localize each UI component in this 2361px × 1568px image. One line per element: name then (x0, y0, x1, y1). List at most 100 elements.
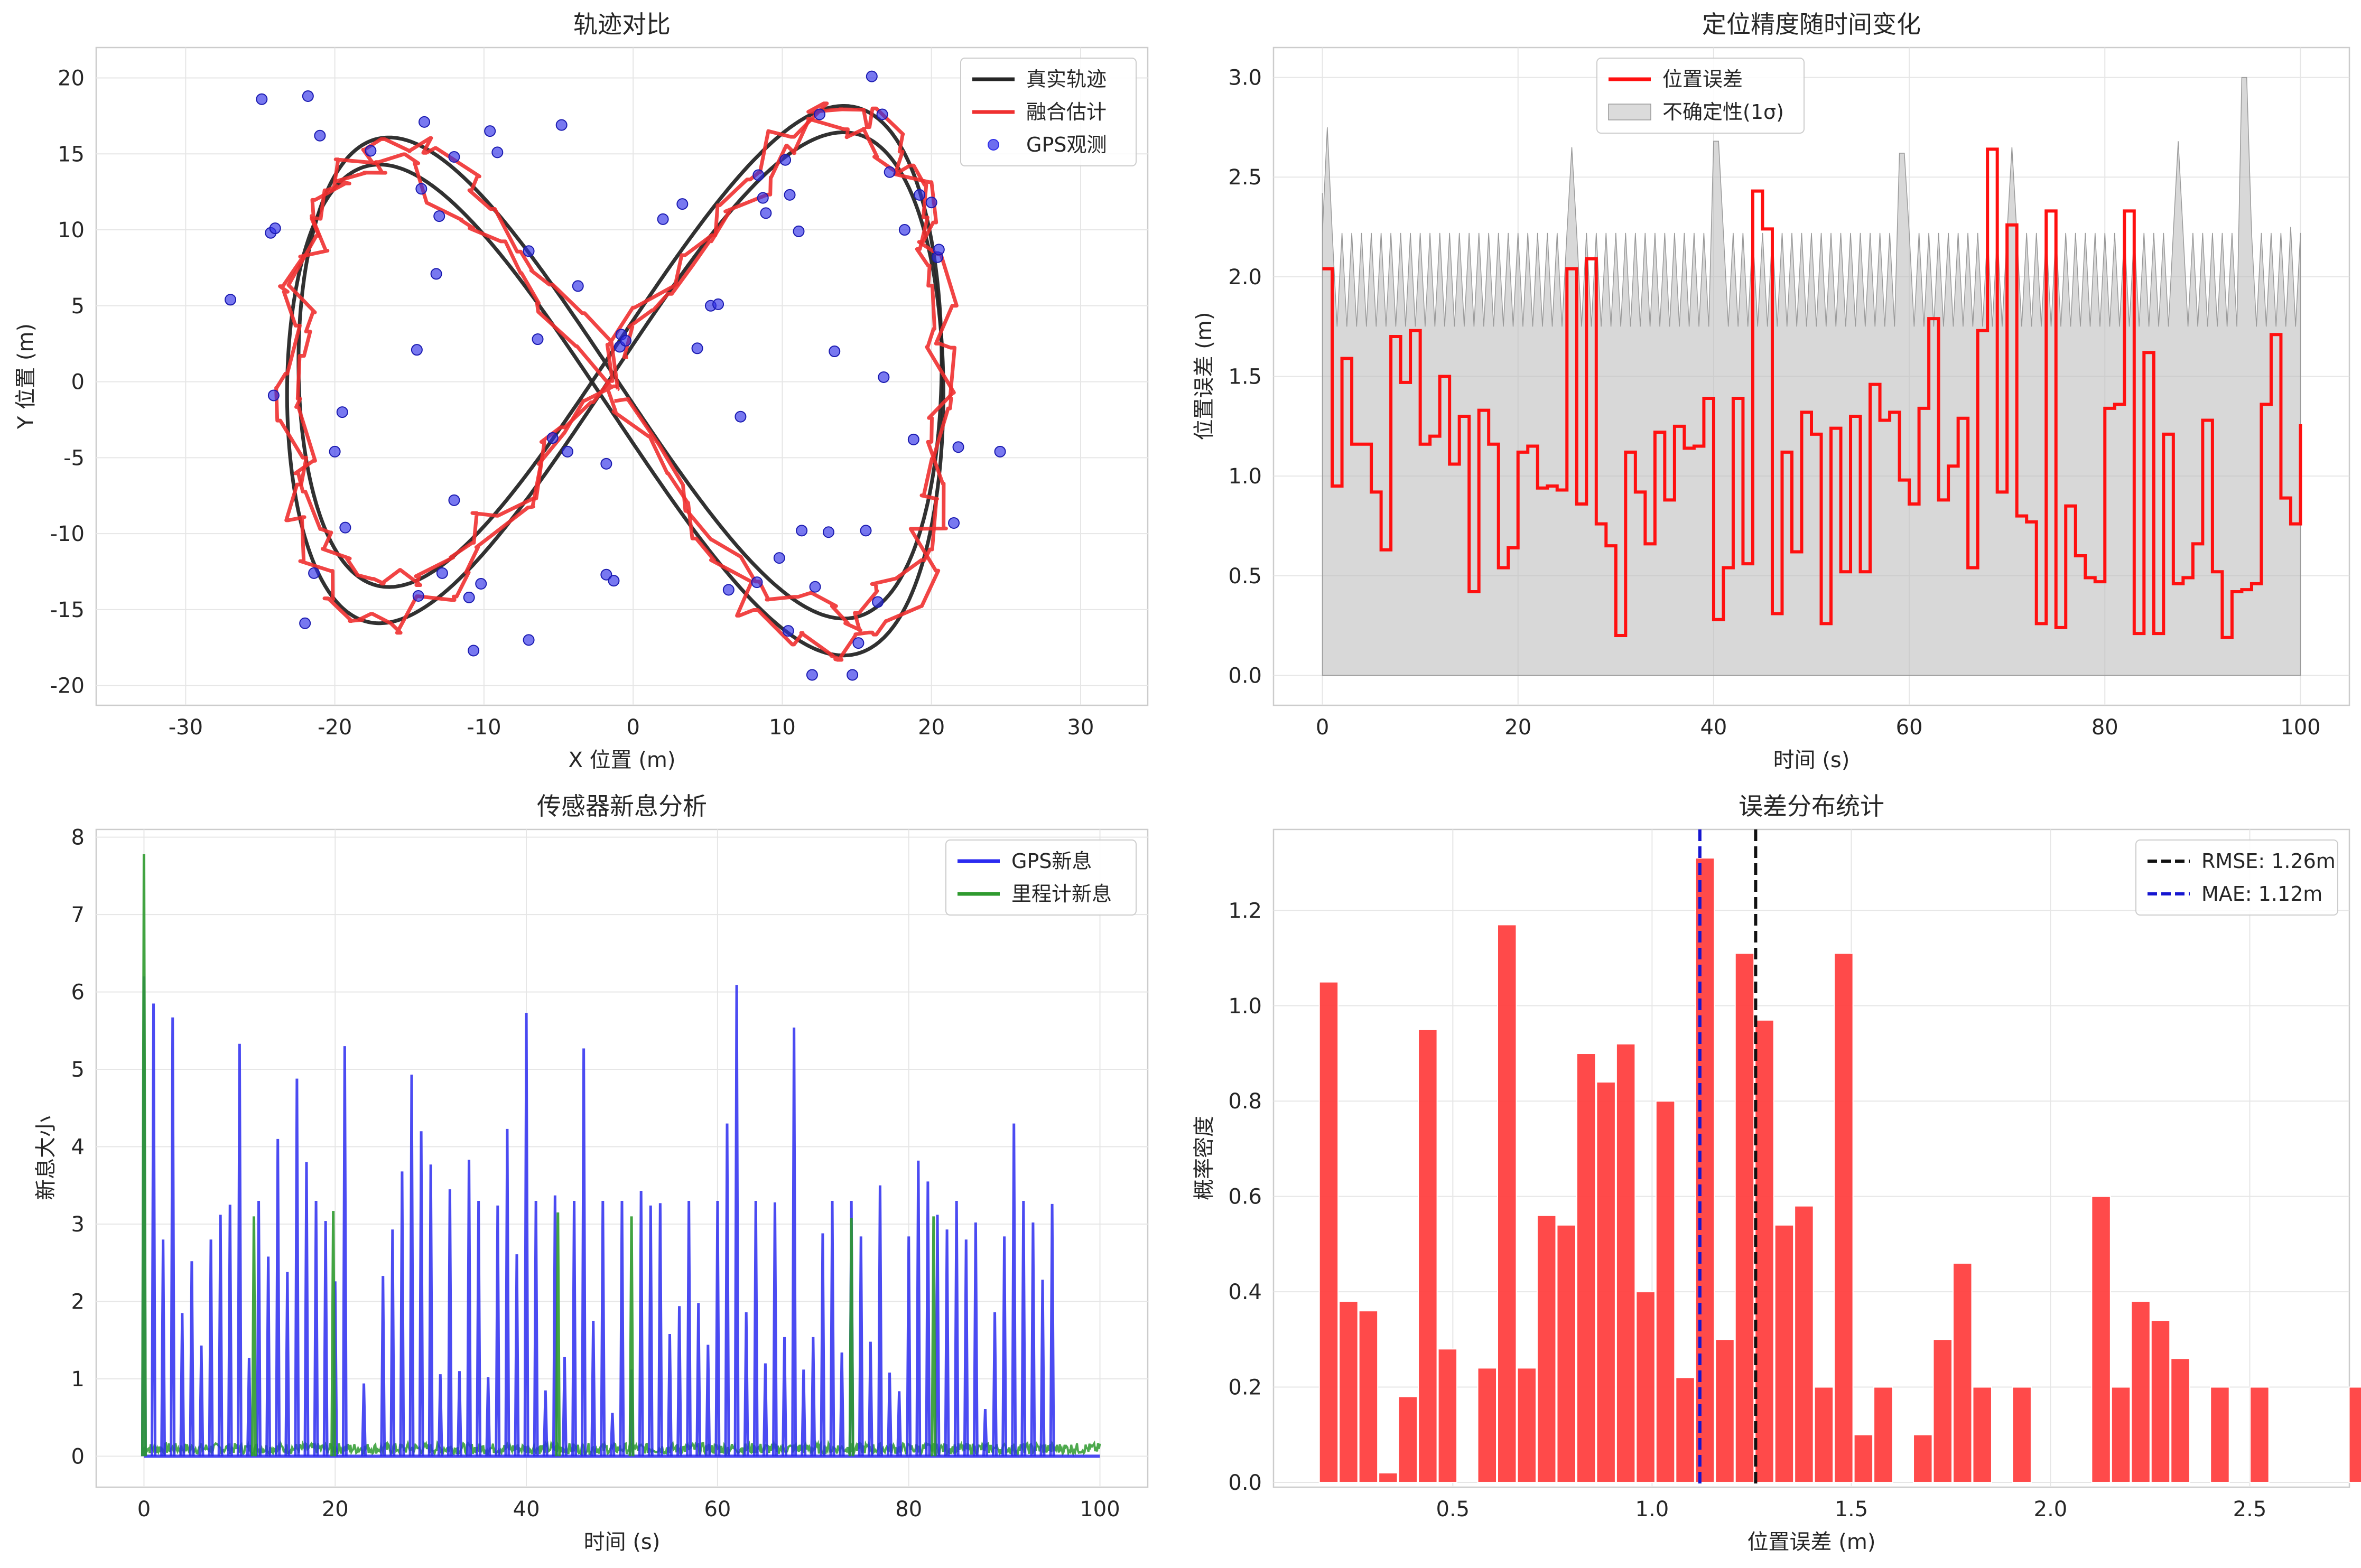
gps-innovation-spike (322, 1221, 329, 1457)
gps-point (314, 129, 326, 142)
gps-innovation-spike (733, 985, 740, 1457)
gps-innovation-spike (1049, 1203, 1055, 1457)
y-tick-label: 2.5 (1228, 165, 1262, 190)
x-tick-label: 0 (1316, 715, 1329, 740)
gps-innovation-spike (676, 1306, 683, 1457)
gps-point (925, 197, 937, 209)
gps-point (722, 584, 735, 596)
gps-point (809, 581, 821, 593)
y-tick-label: 0.2 (1228, 1376, 1262, 1400)
gps-point (914, 189, 926, 201)
y-tick-label: 7 (71, 903, 85, 927)
position-error-line (1322, 147, 2302, 639)
y-tick-label: 0.0 (1228, 664, 1262, 688)
gps-point (339, 521, 351, 534)
x-tick-label: 10 (769, 715, 796, 740)
histogram-title: 误差分布统计 (1739, 792, 1884, 820)
gps-point (523, 245, 535, 257)
fused-estimate-line (286, 101, 959, 632)
gps-point (468, 645, 480, 657)
gps-innovation-spike (705, 1345, 711, 1457)
gps-point (608, 575, 620, 587)
gps-point (600, 568, 612, 581)
gps-innovation-spike (867, 1341, 873, 1457)
gps-innovation-spike (447, 1189, 453, 1457)
x-tick-label: 100 (2280, 715, 2320, 740)
gps-innovation-spike (934, 1215, 941, 1457)
gps-innovation-spike (963, 1239, 969, 1457)
histogram-bar (1615, 1043, 1636, 1483)
gps-innovation-spike (647, 1205, 654, 1457)
gps-point (463, 591, 475, 603)
gps-point (411, 344, 423, 356)
gps-point (829, 346, 841, 358)
gps-point (448, 494, 460, 506)
x-tick-label: 100 (1080, 1497, 1120, 1522)
gps-point (561, 445, 573, 458)
histogram-bar (2111, 1386, 2131, 1483)
gps-innovation-spike (246, 1358, 252, 1457)
gps-point (852, 637, 865, 649)
histogram-bar (2131, 1301, 2151, 1483)
histogram-bar (1576, 1053, 1596, 1483)
histogram-bar (1774, 1224, 1795, 1483)
legend-label: 融合估计 (1026, 100, 1107, 124)
y-tick-label: 3.0 (1228, 66, 1262, 90)
gps-innovation-spike (389, 1229, 396, 1457)
histogram-bar (2250, 1386, 2270, 1483)
legend-swatch (1608, 104, 1651, 120)
gps-point (523, 634, 535, 646)
y-tick-label: 5 (71, 1058, 85, 1082)
legend-label: 不确定性(1σ) (1662, 100, 1784, 124)
gps-innovation-spike (341, 1046, 348, 1457)
gps-point (546, 432, 559, 444)
gps-innovation-spike (198, 1345, 205, 1457)
histogram-bar (1715, 1339, 1735, 1483)
histogram-bar (1655, 1100, 1676, 1483)
x-tick-label: 0.5 (1436, 1497, 1470, 1522)
y-tick-label: 10 (58, 218, 85, 242)
gps-point (860, 525, 872, 537)
legend-frame (960, 58, 1137, 166)
gps-point (491, 146, 504, 158)
legend-label: 位置误差 (1662, 68, 1743, 91)
legend-label: MAE: 1.12m (2201, 882, 2322, 906)
gps-innovation-spike (581, 1048, 587, 1457)
gps-point (872, 596, 884, 608)
gps-innovation-spike (179, 1313, 185, 1457)
y-tick-label: 0.5 (1228, 564, 1262, 589)
gps-point (657, 213, 669, 225)
y-tick-label: 0.8 (1228, 1089, 1262, 1114)
gps-point (267, 389, 280, 402)
gps-point (691, 342, 703, 354)
gps-innovation-spike (303, 1162, 310, 1457)
histogram-bar (1754, 1019, 1774, 1483)
y-tick-label: 4 (71, 1135, 85, 1160)
fused-estimate-line (274, 117, 956, 662)
histogram-bar (1418, 1029, 1438, 1483)
gps-innovation-spike (476, 1201, 482, 1457)
gps-innovation-spike (829, 1201, 835, 1457)
gps-point (365, 145, 377, 157)
gps-innovation-spike (284, 1272, 291, 1457)
gps-innovation-spike (666, 1333, 673, 1457)
gps-point (782, 625, 794, 637)
gps-innovation-spike (1020, 1201, 1027, 1457)
gps-point (475, 577, 487, 590)
x-tick-label: 60 (704, 1497, 731, 1522)
legend-label: 里程计新息 (1011, 882, 1112, 906)
x-tick-label: 80 (895, 1497, 922, 1522)
y-tick-label: 3 (71, 1212, 85, 1237)
gps-point (898, 224, 910, 236)
gps-point (676, 198, 689, 210)
gps-point (907, 433, 919, 445)
gps-point (779, 154, 792, 166)
histogram-bar (1913, 1434, 1933, 1483)
histogram-bar (1378, 1472, 1398, 1483)
y-tick-label: -5 (63, 446, 85, 470)
gps-innovation-spike (801, 1369, 807, 1457)
